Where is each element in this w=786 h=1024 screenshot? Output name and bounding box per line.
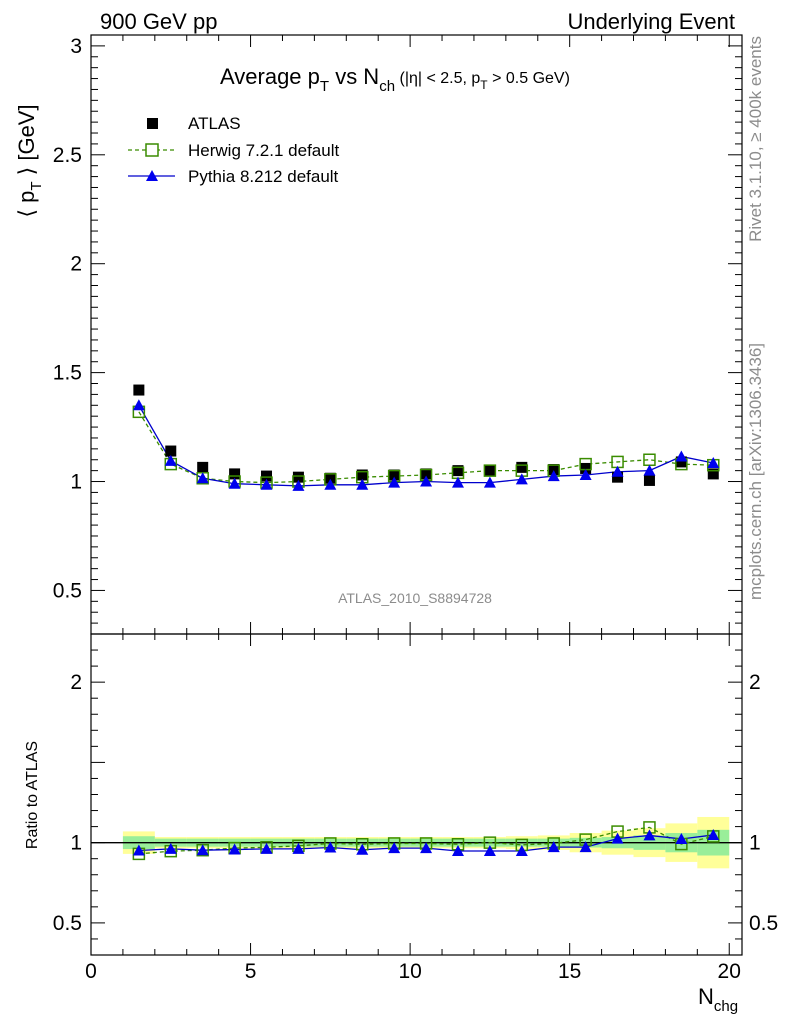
legend-herwig-marker bbox=[145, 143, 159, 157]
legend: ATLAS Herwig 7.2.1 default Pythia 8.212 … bbox=[128, 114, 339, 186]
pythia-ratio-point bbox=[675, 832, 688, 844]
y-tick-label: 2.5 bbox=[53, 144, 82, 167]
herwig-point bbox=[483, 464, 497, 477]
atlas-point bbox=[548, 464, 560, 476]
y-tick-label: 2 bbox=[70, 671, 82, 694]
atlas-point bbox=[452, 465, 464, 477]
legend-pythia-label: Pythia 8.212 default bbox=[188, 167, 339, 186]
y-tick-label: 0.5 bbox=[53, 579, 82, 602]
pythia-ratio-point bbox=[451, 844, 464, 856]
pythia-point bbox=[260, 478, 273, 490]
pythia-ratio-point bbox=[292, 842, 305, 854]
pythia-ratio-point bbox=[324, 841, 337, 853]
pythia-ratio-point bbox=[356, 843, 369, 855]
legend-atlas-label: ATLAS bbox=[188, 114, 241, 133]
y-tick-label: 0.5 bbox=[53, 912, 82, 935]
atlas-point bbox=[484, 465, 496, 477]
header-left: 900 GeV pp bbox=[100, 9, 217, 34]
main-title: Average pT vs Nch (|η| < 2.5, pT > 0.5 G… bbox=[220, 64, 570, 95]
pythia-ratio-point bbox=[579, 841, 592, 853]
pythia-ratio-point bbox=[643, 829, 656, 841]
legend-pythia-marker bbox=[146, 170, 158, 181]
x-tick-label: 20 bbox=[718, 960, 741, 983]
pythia-point bbox=[356, 478, 369, 490]
x-tick-label: 10 bbox=[398, 960, 421, 983]
main-ylabel: ⟨ pT ⟩ [GeV] bbox=[14, 104, 45, 217]
pythia-point bbox=[132, 399, 145, 411]
pythia-ratio-point bbox=[196, 844, 209, 856]
pythia-ratio-point bbox=[388, 842, 401, 854]
y-tick-label: 3 bbox=[70, 35, 82, 58]
pythia-ratio-point bbox=[547, 841, 560, 853]
pythia-point bbox=[451, 476, 464, 488]
pythia-point bbox=[707, 457, 720, 469]
pythia-ratio-point bbox=[260, 842, 273, 854]
atlas-point bbox=[229, 468, 241, 480]
pythia-point bbox=[515, 473, 528, 485]
y-tick-label: 2 bbox=[70, 253, 82, 276]
ratio-ylabel: Ratio to ATLAS bbox=[24, 741, 41, 849]
atlas-point bbox=[197, 461, 209, 473]
atlas-point bbox=[388, 469, 400, 481]
x-axis-label: Nchg bbox=[698, 984, 738, 1015]
pythia-point bbox=[483, 476, 496, 488]
atlas-point bbox=[707, 468, 719, 480]
y-tick-label-right: 0.5 bbox=[749, 912, 778, 935]
atlas-point bbox=[420, 468, 432, 480]
atlas-point bbox=[612, 471, 624, 483]
pythia-ratio-point bbox=[132, 844, 145, 856]
analysis-watermark: ATLAS_2010_S8894728 bbox=[338, 590, 492, 606]
atlas-point bbox=[261, 470, 273, 482]
mcplots-label: mcplots.cern.ch [arXiv:1306.3436] bbox=[746, 343, 765, 600]
pythia-ratio-point bbox=[707, 828, 720, 840]
y-tick-label-right: 2 bbox=[749, 671, 761, 694]
rivet-label: Rivet 3.1.10, ≥ 400k events bbox=[746, 36, 765, 242]
header-right: Underlying Event bbox=[567, 9, 735, 34]
x-tick-label: 0 bbox=[85, 960, 97, 983]
legend-atlas-marker bbox=[147, 118, 158, 129]
pythia-ratio-point bbox=[483, 844, 496, 856]
y-tick-label: 1.5 bbox=[53, 362, 82, 385]
atlas-point bbox=[165, 445, 177, 457]
pythia-point bbox=[196, 472, 209, 484]
legend-herwig-label: Herwig 7.2.1 default bbox=[188, 141, 339, 160]
pythia-point bbox=[579, 468, 592, 480]
pythia-ratio-point bbox=[515, 844, 528, 856]
atlas-point bbox=[356, 469, 368, 481]
x-tick-label: 15 bbox=[558, 960, 581, 983]
pythia-point bbox=[388, 476, 401, 488]
y-tick-label: 1 bbox=[70, 471, 82, 494]
pythia-point bbox=[324, 478, 337, 490]
atlas-point bbox=[516, 461, 528, 473]
atlas-point bbox=[580, 462, 592, 474]
pythia-ratio-point bbox=[164, 842, 177, 854]
pythia-ratio-point bbox=[420, 842, 433, 854]
pythia-point bbox=[611, 465, 624, 477]
pythia-point bbox=[292, 479, 305, 491]
pythia-point bbox=[420, 475, 433, 487]
y-tick-label-right: 1 bbox=[749, 832, 761, 855]
atlas-point bbox=[133, 384, 145, 396]
atlas-point bbox=[324, 472, 336, 484]
pythia-point bbox=[164, 454, 177, 466]
atlas-point bbox=[675, 456, 687, 468]
pythia-ratio-point bbox=[611, 832, 624, 844]
ratio-frame bbox=[90, 633, 743, 956]
y-tick-label: 1 bbox=[70, 832, 82, 855]
pythia-point bbox=[547, 470, 560, 482]
atlas-point bbox=[292, 471, 304, 483]
pythia-point bbox=[643, 464, 656, 476]
pythia-ratio-point bbox=[228, 843, 241, 855]
pythia-point bbox=[675, 450, 688, 462]
x-tick-label: 5 bbox=[245, 960, 257, 983]
pythia-point bbox=[228, 477, 241, 489]
atlas-point bbox=[643, 474, 655, 486]
